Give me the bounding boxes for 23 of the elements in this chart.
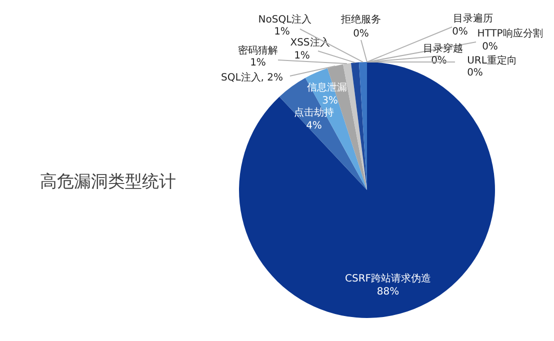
text: 0% [353,28,369,40]
pie-slice [350,62,367,190]
category-label: HTTP响应分割 [477,28,543,40]
slice-label: 点击劫持 [294,106,334,119]
slice-label: NoSQL注入 [258,14,312,26]
data-label: 4% [306,120,322,132]
data-label: 88% [376,286,400,298]
text: 高危漏洞类型统计 [40,171,176,193]
slice-label: SQL注入, 2% [220,72,284,84]
category-label: URL重定向 [467,56,517,67]
text: 0% [452,26,468,38]
category-label: 拒绝服务 [341,14,381,26]
slice-label: 信息泄漏 [307,82,347,94]
category-label: 目录遍历 [453,14,493,25]
slice-label: 密码猜解 [238,44,278,57]
category-label: 目录穿越 [423,44,463,55]
text: 0% [467,68,483,79]
data-label: 1% [274,26,290,38]
data-label: 1% [294,50,310,62]
slice-label: CSRF跨站请求伪造 [344,272,432,285]
data-label: 3% [322,96,338,107]
data-label: 1% [250,58,266,69]
text: 0% [482,42,498,53]
